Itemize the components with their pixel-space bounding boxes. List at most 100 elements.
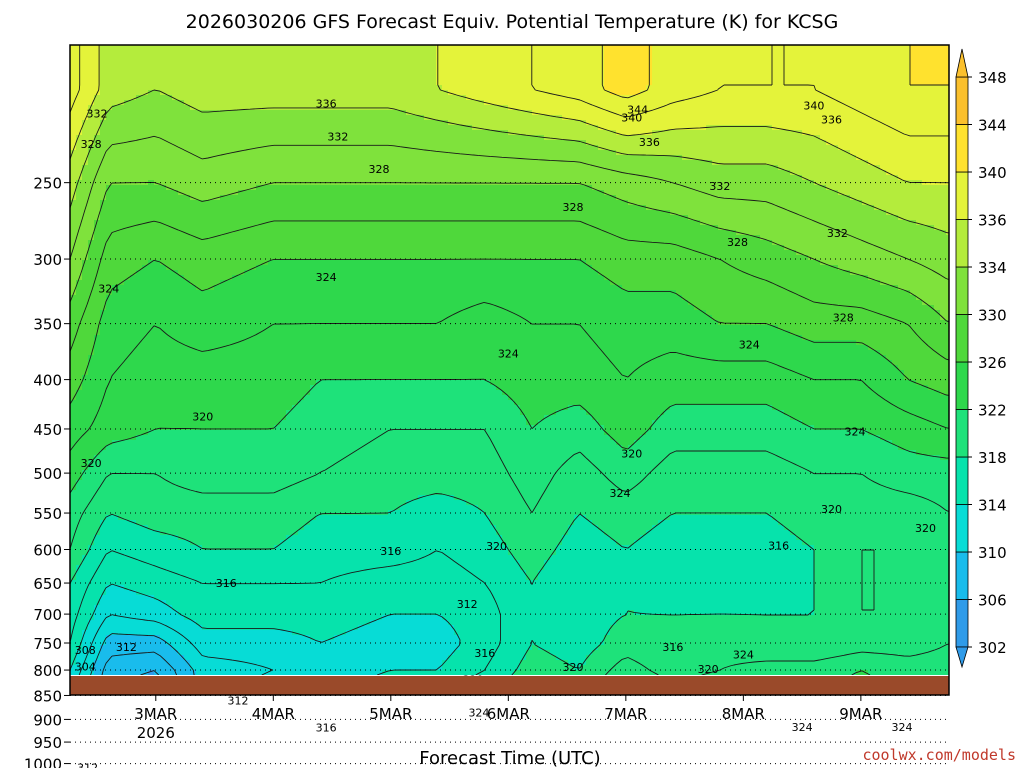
heat-cell [526,115,533,121]
heat-cell [784,180,791,186]
heat-cell [160,175,167,181]
heat-cell [244,115,251,121]
heat-cell [472,110,479,116]
heat-cell [196,185,203,191]
heat-cell [274,160,281,166]
heat-cell [286,115,293,121]
heat-cell [460,185,467,191]
heat-cell [856,150,863,156]
heat-cell [640,130,647,136]
heat-cell [814,70,821,76]
heat-cell [172,200,179,206]
heat-cell [796,45,803,51]
heat-cell [892,80,899,86]
heat-cell [802,75,809,81]
heat-cell [148,120,155,126]
heat-cell [544,55,551,61]
heat-cell [508,120,515,126]
heat-cell [322,85,329,91]
heat-cell [724,160,731,166]
heat-cell [514,95,521,101]
heat-cell [910,170,917,176]
heat-cell [220,55,227,61]
heat-cell [646,110,653,116]
heat-cell [106,100,113,106]
heat-cell [742,170,749,176]
heat-cell [730,140,737,146]
heat-cell [628,130,635,136]
heat-cell [94,100,101,106]
heat-cell [898,195,905,201]
heat-cell [262,70,269,76]
heat-cell [658,185,665,191]
heat-cell [544,95,551,101]
heat-cell [574,200,581,206]
heat-cell [142,205,149,211]
heat-cell [616,160,623,166]
heat-cell [418,120,425,126]
heat-cell [256,130,263,136]
heat-cell [370,85,377,91]
heat-cell [436,200,443,206]
heat-cell [364,170,371,176]
heat-cell [184,85,191,91]
heat-cell [538,115,545,121]
heat-cell [586,185,593,191]
heat-cell [328,60,335,66]
heat-cell [160,125,167,131]
heat-cell [448,200,455,206]
heat-cell [820,100,827,106]
heat-cell [148,60,155,66]
heat-cell [868,80,875,86]
heat-cell [748,95,755,101]
heat-cell [724,150,731,156]
heat-cell [718,145,725,151]
heat-cell [916,50,923,56]
heat-cell [484,50,491,56]
heat-cell [244,75,251,81]
heat-cell [334,120,341,126]
heat-cell [658,175,665,181]
heat-cell [340,175,347,181]
heat-cell [280,140,287,146]
heat-cell [376,155,383,161]
heat-cell [592,205,599,211]
heat-cell [700,55,707,61]
heat-cell [886,170,893,176]
heat-cell [82,150,89,156]
heat-cell [934,155,941,161]
heat-cell [460,175,467,181]
heat-cell [562,195,569,201]
heat-cell [910,105,917,111]
heat-cell [832,80,839,86]
heat-cell [490,110,497,116]
heat-cell [586,145,593,151]
heat-cell [394,145,401,151]
heat-cell [934,90,941,96]
heat-cell [898,115,905,121]
heat-cell [682,190,689,196]
heat-cell [892,60,899,66]
heat-cell [250,70,257,76]
heat-cell [664,55,671,61]
heat-cell [604,110,611,116]
heat-cell [154,130,161,136]
heat-cell [874,110,881,116]
heat-cell [472,135,479,141]
heat-cell [832,125,839,131]
heat-cell [526,195,533,201]
heat-cell [394,175,401,181]
heat-cell [610,190,617,196]
heat-cell [934,210,941,216]
heat-cell [364,140,371,146]
heat-cell [718,150,725,156]
heat-cell [130,60,137,66]
heat-cell [670,125,677,131]
heat-cell [322,70,329,76]
heat-cell [706,145,713,151]
heat-cell [742,85,749,91]
heat-cell [454,150,461,156]
heat-cell [916,155,923,161]
heat-cell [520,155,527,161]
heat-cell [430,190,437,196]
